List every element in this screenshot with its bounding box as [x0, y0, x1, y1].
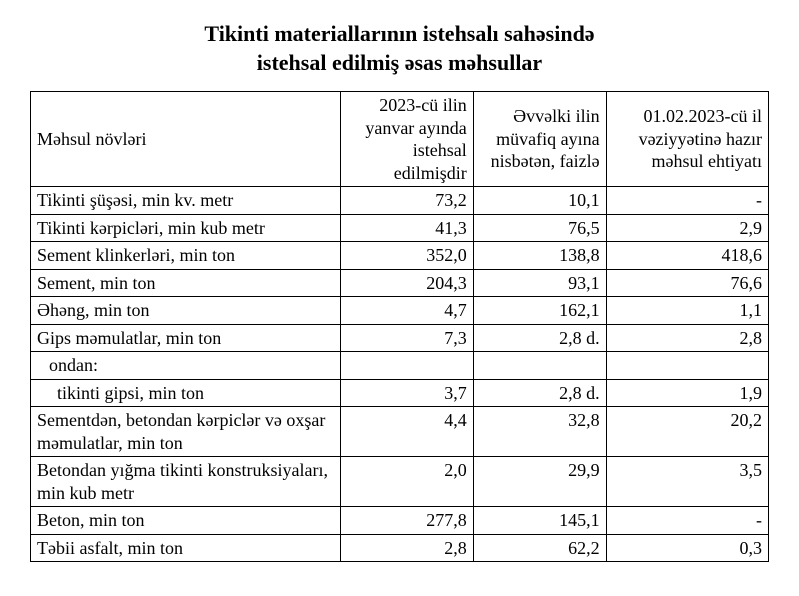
cell-pct	[473, 352, 606, 380]
cell-name: Sementdən, betondan kərpiclər və oxşar m…	[31, 407, 341, 457]
cell-stock: 418,6	[606, 242, 768, 270]
table-row: ondan:	[31, 352, 769, 380]
table-row: Təbii asfalt, min ton2,862,20,3	[31, 534, 769, 562]
cell-name: Tikinti şüşəsi, min kv. metr	[31, 187, 341, 215]
cell-name: Beton, min ton	[31, 507, 341, 535]
cell-stock: 0,3	[606, 534, 768, 562]
cell-stock: 2,9	[606, 214, 768, 242]
cell-prod	[340, 352, 473, 380]
cell-pct: 2,8 d.	[473, 379, 606, 407]
cell-stock	[606, 352, 768, 380]
cell-prod: 277,8	[340, 507, 473, 535]
col-header-pct: Əvvəlki ilin müvafiq ayına nisbətən, fai…	[473, 92, 606, 187]
cell-stock: 20,2	[606, 407, 768, 457]
cell-prod: 2,0	[340, 457, 473, 507]
cell-pct: 2,8 d.	[473, 324, 606, 352]
table-row: Sementdən, betondan kərpiclər və oxşar m…	[31, 407, 769, 457]
page-title: Tikinti materiallarının istehsalı sahəsi…	[30, 20, 769, 77]
cell-pct: 138,8	[473, 242, 606, 270]
cell-stock: 76,6	[606, 269, 768, 297]
title-line-1: Tikinti materiallarının istehsalı sahəsi…	[204, 21, 594, 46]
cell-stock: 3,5	[606, 457, 768, 507]
cell-pct: 29,9	[473, 457, 606, 507]
cell-prod: 204,3	[340, 269, 473, 297]
cell-prod: 41,3	[340, 214, 473, 242]
table-row: Gips məmulatlar, min ton7,32,8 d.2,8	[31, 324, 769, 352]
title-line-2: istehsal edilmiş əsas məhsullar	[257, 50, 542, 75]
table-header-row: Məhsul növləri 2023-cü ilin yanvar ayınd…	[31, 92, 769, 187]
table-row: Tikinti kərpicləri, min kub metr41,376,5…	[31, 214, 769, 242]
cell-pct: 145,1	[473, 507, 606, 535]
cell-stock: 1,1	[606, 297, 768, 325]
table-row: Sement klinkerləri, min ton352,0138,8418…	[31, 242, 769, 270]
cell-prod: 3,7	[340, 379, 473, 407]
cell-pct: 76,5	[473, 214, 606, 242]
cell-prod: 4,7	[340, 297, 473, 325]
cell-stock: 1,9	[606, 379, 768, 407]
table-row: Beton, min ton277,8145,1-	[31, 507, 769, 535]
cell-name: Betondan yığma tikinti konstruksiyaları,…	[31, 457, 341, 507]
table-row: Əhəng, min ton4,7162,11,1	[31, 297, 769, 325]
cell-name: Tikinti kərpicləri, min kub metr	[31, 214, 341, 242]
cell-name: Təbii asfalt, min ton	[31, 534, 341, 562]
cell-pct: 93,1	[473, 269, 606, 297]
table-row: Betondan yığma tikinti konstruksiyaları,…	[31, 457, 769, 507]
table-row: tikinti gipsi, min ton3,72,8 d.1,9	[31, 379, 769, 407]
cell-prod: 2,8	[340, 534, 473, 562]
col-header-stock: 01.02.2023-cü il vəziyyətinə hazır məhsu…	[606, 92, 768, 187]
table-row: Sement, min ton204,393,176,6	[31, 269, 769, 297]
cell-prod: 352,0	[340, 242, 473, 270]
cell-pct: 32,8	[473, 407, 606, 457]
table-row: Tikinti şüşəsi, min kv. metr73,210,1-	[31, 187, 769, 215]
cell-prod: 7,3	[340, 324, 473, 352]
cell-name: Sement, min ton	[31, 269, 341, 297]
cell-stock: -	[606, 187, 768, 215]
products-table: Məhsul növləri 2023-cü ilin yanvar ayınd…	[30, 91, 769, 562]
cell-prod: 4,4	[340, 407, 473, 457]
cell-name: Sement klinkerləri, min ton	[31, 242, 341, 270]
cell-name: Gips məmulatlar, min ton	[31, 324, 341, 352]
cell-pct: 162,1	[473, 297, 606, 325]
cell-name: ondan:	[31, 352, 341, 380]
table-body: Tikinti şüşəsi, min kv. metr73,210,1-Tik…	[31, 187, 769, 562]
col-header-name: Məhsul növləri	[31, 92, 341, 187]
cell-name: tikinti gipsi, min ton	[31, 379, 341, 407]
cell-stock: -	[606, 507, 768, 535]
cell-prod: 73,2	[340, 187, 473, 215]
cell-stock: 2,8	[606, 324, 768, 352]
cell-name: Əhəng, min ton	[31, 297, 341, 325]
cell-pct: 10,1	[473, 187, 606, 215]
cell-pct: 62,2	[473, 534, 606, 562]
col-header-prod: 2023-cü ilin yanvar ayında istehsal edil…	[340, 92, 473, 187]
